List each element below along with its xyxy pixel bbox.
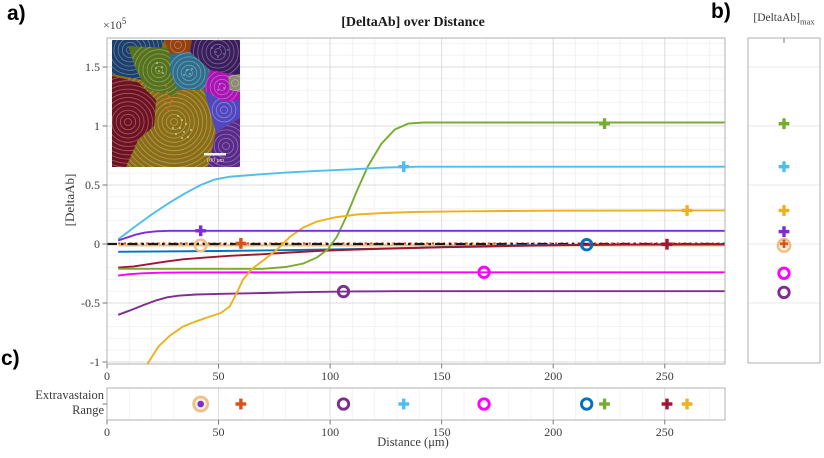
- x-axis-label: Distance (μm): [377, 435, 449, 449]
- main-y-tick-label: 0: [94, 237, 100, 251]
- panel-a-label: a): [7, 2, 26, 25]
- panel-b-box: [747, 37, 821, 364]
- series-marker-darkred: [661, 238, 673, 250]
- inset-region: [164, 40, 192, 54]
- panel-c-x-tick-label: 150: [433, 425, 451, 439]
- main-plot-markers: [193, 118, 693, 299]
- main-plot-grid: [107, 38, 725, 364]
- series-line-violet: [117, 229, 725, 242]
- series-marker-orange: [235, 238, 247, 249]
- main-plot-ticks: 0 50 100 150 200 250 -1 -0.5 0 0.5 1 1.5: [81, 60, 674, 383]
- range-marker-cyan: [398, 398, 410, 410]
- series-line-yellow: [146, 209, 726, 365]
- panel-c-plot: 0 50 100 150 200 250: [102, 387, 726, 439]
- max-marker-magenta: [777, 266, 791, 280]
- main-y-tick-label: 1.5: [85, 60, 100, 74]
- range-marker-purple: [336, 397, 351, 411]
- panel-b-title: [DeltaAb]max: [740, 12, 824, 26]
- max-marker-purple: [777, 285, 791, 300]
- inset-scale-bar-label: 100 μm: [206, 158, 225, 164]
- series-line-purple: [117, 290, 725, 316]
- main-x-tick-label: 50: [213, 369, 225, 383]
- panel-b-title-sub: max: [799, 16, 815, 27]
- y-axis-exponent: ×105: [103, 16, 126, 33]
- inset-region: [204, 90, 240, 132]
- inset-scale-bar: [204, 153, 226, 156]
- series-marker-violet: [195, 225, 207, 237]
- max-marker-cyan: [778, 161, 790, 173]
- series-marker-cyan: [398, 161, 410, 173]
- series-marker-tan: [193, 238, 208, 253]
- series-line-cyan: [117, 165, 725, 241]
- series-marker-purple: [336, 284, 351, 299]
- range-marker-yellow: [681, 398, 693, 410]
- max-marker-green: [778, 118, 790, 130]
- series-marker-yellow: [681, 205, 693, 216]
- panel-b-label: b): [711, 0, 731, 23]
- main-chart-title: [DeltaAb] over Distance: [341, 15, 485, 30]
- main-plot-box: [106, 37, 726, 365]
- panel-c-x-tick-label: 200: [544, 425, 562, 439]
- inset-region: [112, 76, 156, 167]
- main-y-tick-label: 1: [94, 119, 100, 133]
- panel-c-x-tick-label: 0: [104, 425, 110, 439]
- range-marker-darkred: [661, 398, 673, 410]
- y-axis-exponent-sup: 5: [121, 16, 127, 26]
- series-marker-blue: [580, 238, 594, 252]
- range-marker-violet: [197, 400, 205, 408]
- main-y-tick-label: 0.5: [85, 178, 100, 192]
- range-marker-magenta: [477, 397, 491, 411]
- max-marker-yellow: [778, 205, 790, 216]
- panel-c-row-label-line2: Range: [72, 402, 104, 417]
- main-y-tick-label: -1: [90, 355, 100, 369]
- panel-c-x-tick-label: 250: [656, 425, 674, 439]
- series-line-green: [118, 121, 725, 270]
- inset-region: [228, 74, 240, 92]
- inset-image: 100 μm: [112, 40, 240, 167]
- y-axis-label: [DeltaAb]: [62, 173, 77, 227]
- main-x-tick-label: 100: [321, 369, 339, 383]
- panel-c-x-tick-label: 50: [213, 425, 225, 439]
- panel-b-plot: [747, 37, 821, 364]
- y-axis-exponent-base: ×10: [103, 18, 122, 32]
- max-marker-violet: [778, 226, 790, 238]
- max-marker-orange: [779, 239, 789, 248]
- series-line-magenta: [118, 271, 726, 277]
- panel-b-title-base: [DeltaAb]: [753, 12, 800, 24]
- panel-c-x-tick-label: 100: [321, 425, 339, 439]
- series-marker-magenta: [477, 265, 491, 279]
- panel-c-row-label-line1: Extravastaion: [35, 388, 104, 402]
- main-x-tick-label: 150: [433, 369, 451, 383]
- series-marker-green: [599, 118, 610, 130]
- inset-region: [190, 40, 240, 76]
- main-x-tick-label: 0: [104, 369, 110, 383]
- main-x-tick-label: 250: [656, 369, 674, 383]
- range-marker-orange: [235, 398, 247, 410]
- inset-region: [170, 52, 210, 90]
- range-marker-blue: [580, 397, 594, 411]
- main-x-tick-label: 200: [544, 369, 562, 383]
- main-plot-series: [107, 121, 726, 365]
- panel-c-label: c): [1, 347, 20, 370]
- main-y-tick-label: -0.5: [81, 296, 100, 310]
- panel-c-row-label: Extravastaion Range: [0, 388, 104, 417]
- range-marker-green: [599, 398, 610, 410]
- series-line-darkred: [118, 243, 726, 269]
